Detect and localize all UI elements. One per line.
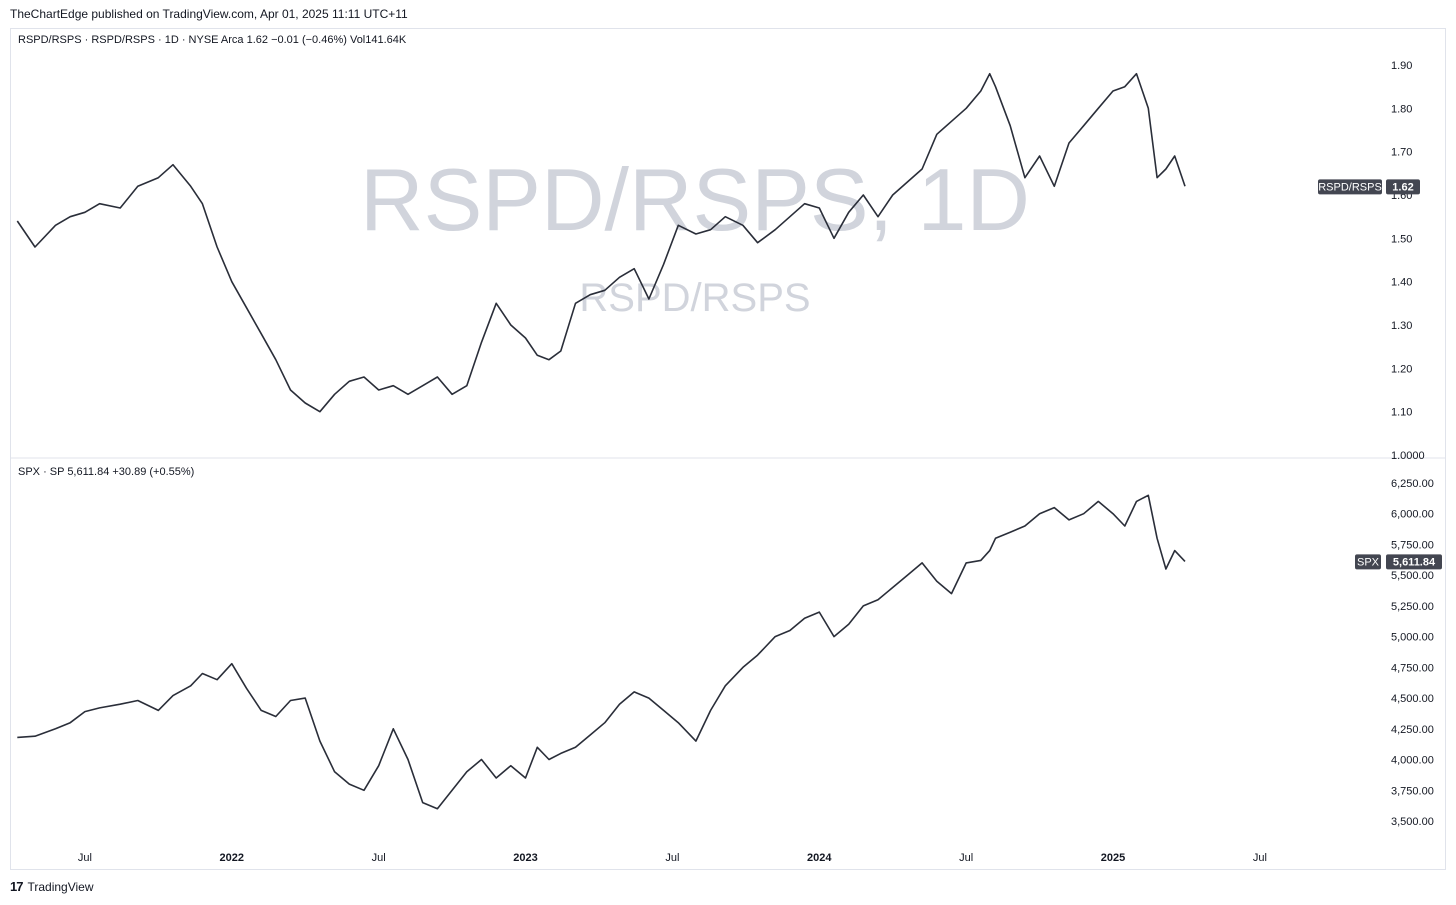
price-tick-label: 3,500.00 <box>1391 816 1434 828</box>
price-tick-label: 1.10 <box>1391 407 1412 419</box>
spx-line <box>17 494 1186 810</box>
price-tick-label: 1.20 <box>1391 363 1412 375</box>
watermark-sub: RSPD/RSPS <box>579 276 810 320</box>
top-price-axis[interactable]: 1.901.801.701.601.501.401.301.201.101.00… <box>1391 60 1425 462</box>
top-legend: RSPD/RSPS · RSPD/RSPS · 1D · NYSE Arca 1… <box>18 34 407 46</box>
rspd-rsps-line <box>16 72 1186 413</box>
chart-frame <box>10 28 1446 870</box>
spx-name-tag: SPX <box>1357 556 1380 568</box>
time-tick-label: Jul <box>665 852 679 864</box>
price-tick-label: 5,250.00 <box>1391 601 1434 613</box>
time-tick-label: 2023 <box>513 852 537 864</box>
price-tick-label: 6,000.00 <box>1391 509 1434 521</box>
price-tick-label: 1.70 <box>1391 147 1412 159</box>
time-tick-label: 2025 <box>1101 852 1125 864</box>
time-axis[interactable]: Jul 2022 Jul 2023 Jul 2024 Jul 2025 Jul <box>78 852 1267 864</box>
tradingview-logo-icon: 17 <box>10 879 24 894</box>
time-tick-label: Jul <box>1253 852 1267 864</box>
price-tick-label: 4,750.00 <box>1391 662 1434 674</box>
bottom-price-axis[interactable]: 6,250.00 6,000.00 5,750.00 5,500.00 5,250.00… <box>1391 478 1434 828</box>
price-tick-label: 1.0000 <box>1391 450 1425 462</box>
time-tick-label: Jul <box>372 852 386 864</box>
price-tick-label: 6,250.00 <box>1391 478 1434 490</box>
time-tick-label: 2024 <box>807 852 832 864</box>
price-tick-label: 1.30 <box>1391 320 1412 332</box>
rspd-rsps-name-tag: RSPD/RSPS <box>1318 181 1382 193</box>
tradingview-brand: TradingView <box>27 879 94 894</box>
publisher-line: TheChartEdge published on TradingView.co… <box>10 7 408 21</box>
price-tick-label: 1.80 <box>1391 103 1412 115</box>
price-tick-label: 1.50 <box>1391 233 1412 245</box>
tradingview-footer[interactable]: 17 TradingView <box>10 879 94 894</box>
price-tick-label: 5,000.00 <box>1391 632 1434 644</box>
bottom-legend: SPX · SP 5,611.84 +30.89 (+0.55%) <box>18 466 195 478</box>
spx-value-tag-bg <box>1386 554 1442 570</box>
spx-name-tag-bg <box>1355 554 1381 570</box>
rspd-rsps-value-tag-bg <box>1386 179 1420 195</box>
time-tick-label: Jul <box>959 852 973 864</box>
rspd-rsps-name-tag-bg <box>1318 179 1382 195</box>
price-tick-label: 5,500.00 <box>1391 570 1434 582</box>
spx-value-tag: 5,611.84 <box>1393 556 1436 568</box>
time-tick-label: Jul <box>78 852 92 864</box>
price-tick-label: 4,000.00 <box>1391 755 1434 767</box>
price-tick-label: 1.90 <box>1391 60 1412 72</box>
watermark-main: RSPD/RSPS, 1D <box>360 150 1030 249</box>
top-pane[interactable]: RSPD/RSPS, 1D RSPD/RSPS 1.901.801.701.60… <box>16 60 1425 462</box>
price-tick-label: 4,250.00 <box>1391 724 1434 736</box>
bottom-pane[interactable]: 6,250.00 6,000.00 5,750.00 5,500.00 5,250.00… <box>17 478 1442 828</box>
price-tick-label: 5,750.00 <box>1391 539 1434 551</box>
price-tick-label: 1.40 <box>1391 277 1412 289</box>
rspd-rsps-last-value-tag: RSPD/RSPS 1.62 <box>1318 179 1420 195</box>
time-tick-label: 2022 <box>220 852 244 864</box>
price-tick-label: 4,500.00 <box>1391 693 1434 705</box>
rspd-rsps-value-tag: 1.62 <box>1392 181 1413 193</box>
price-tick-label: 3,750.00 <box>1391 785 1434 797</box>
spx-last-value-tag: SPX 5,611.84 <box>1355 554 1442 570</box>
